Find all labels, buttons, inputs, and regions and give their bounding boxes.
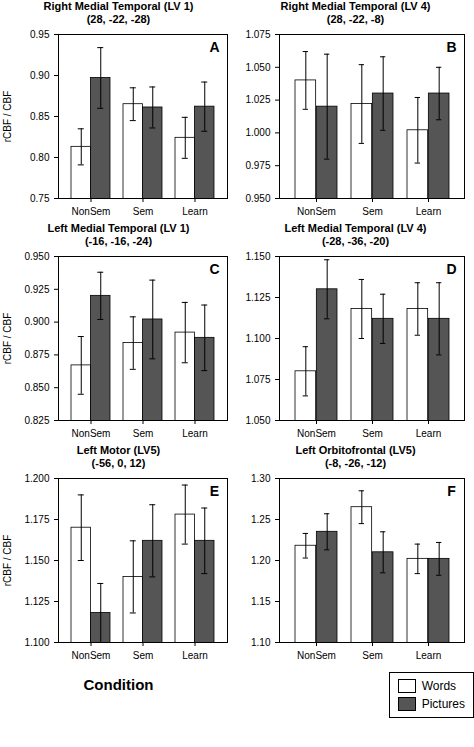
html-text:Right Medial Temporal (LV 1): Right Medial Temporal (LV 1) [43,0,194,12]
svg-text:0.75: 0.75 [30,193,50,204]
svg-text:0.875: 0.875 [24,349,49,360]
svg-text:Sem: Sem [362,428,383,439]
html-text:(28, -22, -28): (28, -22, -28) [86,13,151,25]
svg-text:Learn: Learn [182,428,208,439]
html-text:Condition: Condition [83,676,154,693]
svg-text:1.150: 1.150 [24,555,49,566]
svg-text:D: D [446,261,456,277]
svg-text:1.075: 1.075 [245,29,270,40]
svg-text:Sem: Sem [362,650,383,661]
svg-text:1.20: 1.20 [251,555,271,566]
svg-text:0.95: 0.95 [30,29,50,40]
svg-text:1.100: 1.100 [24,637,49,648]
html-text:Words: Words [421,679,457,693]
svg-text:C: C [209,261,219,277]
svg-text:rCBF / CBF: rCBF / CBF [2,313,13,365]
html-text:Pictures: Pictures [421,697,465,711]
svg-text:Learn: Learn [416,428,442,439]
svg-text:NonSem: NonSem [297,206,336,217]
svg-text:0.900: 0.900 [24,316,49,327]
svg-text:1.200: 1.200 [24,473,49,484]
svg-text:0.825: 0.825 [24,415,49,426]
html-text:(-8, -26, -12): (-8, -26, -12) [324,457,387,469]
svg-text:0.950: 0.950 [24,251,49,262]
svg-text:0.925: 0.925 [24,284,49,295]
svg-text:Learn: Learn [416,206,442,217]
svg-text:1.050: 1.050 [245,62,270,73]
svg-text:0.80: 0.80 [30,152,50,163]
svg-text:A: A [209,39,219,55]
svg-text:Sem: Sem [362,206,383,217]
html-text:Left Motor (LV5): Left Motor (LV5) [76,444,161,456]
svg-text:F: F [447,483,456,499]
svg-text:1.25: 1.25 [251,514,271,525]
html-text:Right Medial Temporal (LV 4): Right Medial Temporal (LV 4) [280,0,431,12]
svg-text:0.90: 0.90 [30,70,50,81]
svg-text:1.30: 1.30 [251,473,271,484]
svg-text:NonSem: NonSem [297,650,336,661]
svg-text:1.075: 1.075 [245,374,270,385]
svg-text:B: B [446,39,456,55]
svg-text:Learn: Learn [182,650,208,661]
svg-text:0.85: 0.85 [30,111,50,122]
svg-text:1.15: 1.15 [251,596,271,607]
svg-text:Learn: Learn [416,650,442,661]
svg-text:1.150: 1.150 [245,251,270,262]
svg-text:0.950: 0.950 [245,193,270,204]
svg-text:1.050: 1.050 [245,415,270,426]
svg-text:rCBF / CBF: rCBF / CBF [2,535,13,587]
svg-text:1.125: 1.125 [24,596,49,607]
html-text:(-16, -16, -24): (-16, -16, -24) [84,235,153,247]
svg-text:E: E [210,483,219,499]
svg-text:NonSem: NonSem [72,206,111,217]
svg-text:NonSem: NonSem [72,650,111,661]
svg-text:0.975: 0.975 [245,160,270,171]
svg-text:1.125: 1.125 [245,292,270,303]
svg-text:rCBF / CBF: rCBF / CBF [2,91,13,143]
svg-text:1.100: 1.100 [245,333,270,344]
html-text:(28, -22, -8): (28, -22, -8) [326,13,385,25]
html-text:(-28, -36, -20): (-28, -36, -20) [321,235,390,247]
svg-text:1.000: 1.000 [245,127,270,138]
html-text:Left Medial Temporal (LV 4): Left Medial Temporal (LV 4) [284,222,427,234]
svg-text:Sem: Sem [133,650,154,661]
svg-text:1.175: 1.175 [24,514,49,525]
svg-text:NonSem: NonSem [72,428,111,439]
html-text:Left Medial Temporal (LV 1): Left Medial Temporal (LV 1) [47,222,190,234]
svg-text:1.025: 1.025 [245,94,270,105]
html-text:Left Orbitofrontal (LV5): Left Orbitofrontal (LV5) [295,444,416,456]
svg-text:Sem: Sem [133,428,154,439]
svg-text:Learn: Learn [182,206,208,217]
html-text:(-56, 0, 12): (-56, 0, 12) [91,457,146,469]
svg-text:NonSem: NonSem [297,428,336,439]
svg-text:0.850: 0.850 [24,382,49,393]
svg-text:Sem: Sem [133,206,154,217]
svg-text:1.10: 1.10 [251,637,271,648]
